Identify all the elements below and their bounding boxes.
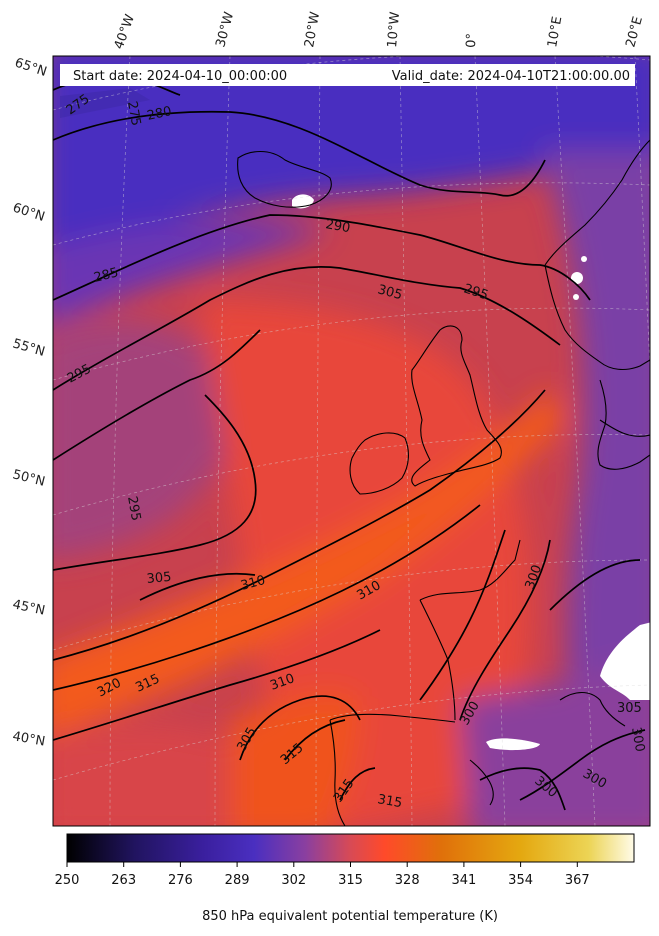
colorbar-tick-label: 315 <box>338 873 363 888</box>
longitude-labels: 40°W 30°W 20°W 10°W 0° 10°E 20°E <box>112 10 646 51</box>
colorbar-title: 850 hPa equivalent potential temperature… <box>202 909 498 924</box>
colorbar-tick-label: 341 <box>451 873 476 888</box>
lon-label: 20°E <box>623 15 646 49</box>
colorbar-ticks: 250 263 276 289 302 315 328 341 354 367 <box>55 862 590 888</box>
contour-label: 275 <box>124 100 143 127</box>
contour-label: 305 <box>617 701 642 716</box>
lon-label: 40°W <box>112 12 138 51</box>
colorbar-gradient <box>66 833 635 863</box>
lat-label: 45°N <box>11 597 46 618</box>
contour-label: 280 <box>146 104 173 124</box>
lon-label: 0° <box>464 33 480 48</box>
colorbar-tick-label: 263 <box>111 873 136 888</box>
colorbar-tick-label: 328 <box>395 873 420 888</box>
contour-label: 300 <box>628 726 647 753</box>
colorbar-tick-label: 354 <box>508 873 533 888</box>
colorbar-tick-label: 302 <box>281 873 306 888</box>
colorbar: 250 263 276 289 302 315 328 341 354 367 850 hPa e… <box>55 833 635 924</box>
contour-label: 290 <box>324 217 351 236</box>
contour-label: 285 <box>92 265 120 286</box>
lat-label: 55°N <box>11 336 47 359</box>
lon-label: 20°W <box>302 11 323 49</box>
valid-date: Valid_date: 2024-04-10T21:00:00.00 <box>392 69 630 84</box>
contour-label: 305 <box>376 282 404 303</box>
map-frame <box>52 55 651 827</box>
lat-label: 60°N <box>11 201 47 225</box>
lat-label: 65°N <box>13 56 49 80</box>
temperature-field <box>53 56 650 826</box>
lon-label: 30°W <box>213 10 237 49</box>
colorbar-tick-label: 367 <box>565 873 590 888</box>
contour-label: 295 <box>462 282 490 304</box>
contour-label: 310 <box>239 573 267 594</box>
start-date: Start date: 2024-04-10_00:00:00 <box>73 69 287 84</box>
colorbar-tick-label: 250 <box>55 873 80 888</box>
contour-labels: 275 275 280 290 285 295 305 295 295 305 … <box>64 92 647 812</box>
lat-label: 40°N <box>11 729 46 749</box>
contours <box>53 76 646 811</box>
contour-label: 315 <box>376 792 403 811</box>
colorbar-tick-label: 289 <box>225 873 250 888</box>
lat-label: 50°N <box>11 467 46 489</box>
latitude-labels: 65°N 60°N 55°N 50°N 45°N 40°N <box>11 56 49 750</box>
lon-label: 10°E <box>545 15 565 48</box>
contour-label: 305 <box>146 570 172 587</box>
colorbar-tick-label: 276 <box>168 873 193 888</box>
contour-label: 295 <box>124 495 143 522</box>
lon-label: 10°W <box>385 11 403 48</box>
header-bar: Start date: 2024-04-10_00:00:00 Valid_da… <box>60 64 635 86</box>
